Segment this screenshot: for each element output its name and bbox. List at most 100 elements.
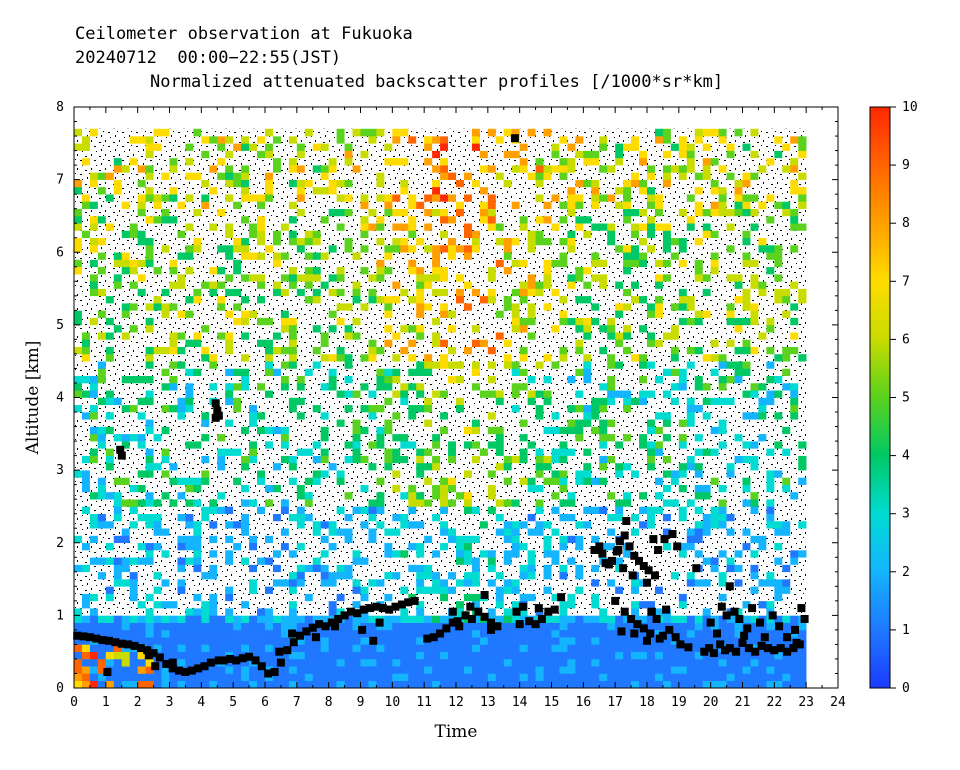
heatmap-cell <box>185 397 194 406</box>
heatmap-cell <box>400 208 409 217</box>
heatmap-cell <box>575 637 584 645</box>
heatmap-cell <box>129 143 138 151</box>
heatmap-cell <box>241 658 250 667</box>
heatmap-cell <box>344 506 353 514</box>
heatmap-cell <box>575 303 584 311</box>
heatmap-cell <box>280 535 290 544</box>
heatmap-cell <box>74 557 83 565</box>
heatmap-cell <box>74 448 83 456</box>
heatmap-cell <box>249 644 258 652</box>
heatmap-cell <box>495 208 505 217</box>
heatmap-cell <box>463 520 473 529</box>
heatmap-cell <box>424 186 433 195</box>
heatmap-cell <box>265 593 274 602</box>
heatmap-cell <box>408 651 417 660</box>
heatmap-cell <box>89 484 99 493</box>
heatmap-cell <box>535 368 544 377</box>
heatmap-cell <box>583 433 592 442</box>
heatmap-cell <box>567 593 576 602</box>
heatmap-cell <box>575 317 584 326</box>
heatmap-cell <box>209 441 218 449</box>
heatmap-cell <box>583 535 592 544</box>
heatmap-cell <box>257 433 266 442</box>
heatmap-cell <box>169 564 178 573</box>
heatmap-cell <box>265 128 274 137</box>
heatmap-cell <box>296 346 306 355</box>
heatmap-cell <box>448 165 457 173</box>
heatmap-cell <box>97 579 107 587</box>
heatmap-cell <box>495 513 505 522</box>
heatmap-cell <box>257 237 266 246</box>
heatmap-cell <box>81 186 91 195</box>
heatmap-cell <box>217 281 226 289</box>
heatmap-cell <box>145 513 154 522</box>
heatmap-cell <box>344 346 353 355</box>
heatmap-cell <box>304 477 314 485</box>
heatmap-cell <box>432 339 441 347</box>
heatmap-cell <box>312 382 322 391</box>
heatmap-cell <box>145 571 154 580</box>
heatmap-cell <box>129 339 138 347</box>
heatmap-cell <box>312 303 322 311</box>
heatmap-cell <box>487 520 497 529</box>
heatmap-cell <box>384 484 393 493</box>
heatmap-cell <box>225 143 234 151</box>
heatmap-cell <box>551 513 560 522</box>
heatmap-cell <box>89 477 99 485</box>
heatmap-cell <box>81 136 91 144</box>
heatmap-cell <box>511 274 520 282</box>
heatmap-cell <box>495 637 505 645</box>
heatmap-cell <box>296 324 306 333</box>
heatmap-cell <box>400 165 409 173</box>
heatmap-cell <box>193 390 202 398</box>
heatmap-cell <box>511 179 520 188</box>
heatmap-cell <box>432 259 441 268</box>
heatmap-cell <box>487 470 497 478</box>
heatmap-cell <box>463 230 473 239</box>
heatmap-cell <box>408 281 417 289</box>
heatmap-cell <box>559 600 568 609</box>
heatmap-cell <box>249 346 258 355</box>
heatmap-cell <box>225 215 234 224</box>
heatmap-cell <box>463 252 473 260</box>
heatmap-cell <box>448 172 457 180</box>
heatmap-cell <box>456 165 465 173</box>
heatmap-cell <box>137 470 146 478</box>
heatmap-cell <box>121 215 131 224</box>
heatmap-cell <box>487 223 497 231</box>
heatmap-cell <box>225 506 234 514</box>
heatmap-cell <box>471 520 481 529</box>
heatmap-cell <box>352 579 361 587</box>
heatmap-cell <box>320 462 329 471</box>
heatmap-cell <box>105 150 115 159</box>
heatmap-cell <box>233 550 242 558</box>
heatmap-cell <box>161 528 170 536</box>
heatmap-cell <box>257 455 266 464</box>
heatmap-cell <box>288 528 298 536</box>
heatmap-cell <box>344 680 353 689</box>
heatmap-cell <box>400 593 409 602</box>
heatmap-cell <box>527 252 536 260</box>
heatmap-cell <box>511 310 520 318</box>
heatmap-cell <box>448 499 457 507</box>
heatmap-cell <box>89 353 99 362</box>
heatmap-cell <box>81 194 91 202</box>
heatmap-cell <box>177 208 186 217</box>
heatmap-cell <box>384 564 393 573</box>
heatmap-cell <box>209 244 218 253</box>
heatmap-cell <box>463 353 473 362</box>
heatmap-cell <box>193 651 202 660</box>
heatmap-cell <box>376 419 385 427</box>
heatmap-cell <box>527 542 536 551</box>
heatmap-cell <box>511 586 520 594</box>
heatmap-cell <box>384 571 393 580</box>
heatmap-cell <box>471 557 481 565</box>
heatmap-cell <box>113 237 123 246</box>
heatmap-cell <box>81 215 91 224</box>
heatmap-cell <box>288 404 298 413</box>
heatmap-cell <box>352 223 361 231</box>
heatmap-cell <box>567 622 576 631</box>
heatmap-cell <box>392 303 401 311</box>
heatmap-cell <box>527 361 536 369</box>
heatmap-cell <box>304 310 314 318</box>
